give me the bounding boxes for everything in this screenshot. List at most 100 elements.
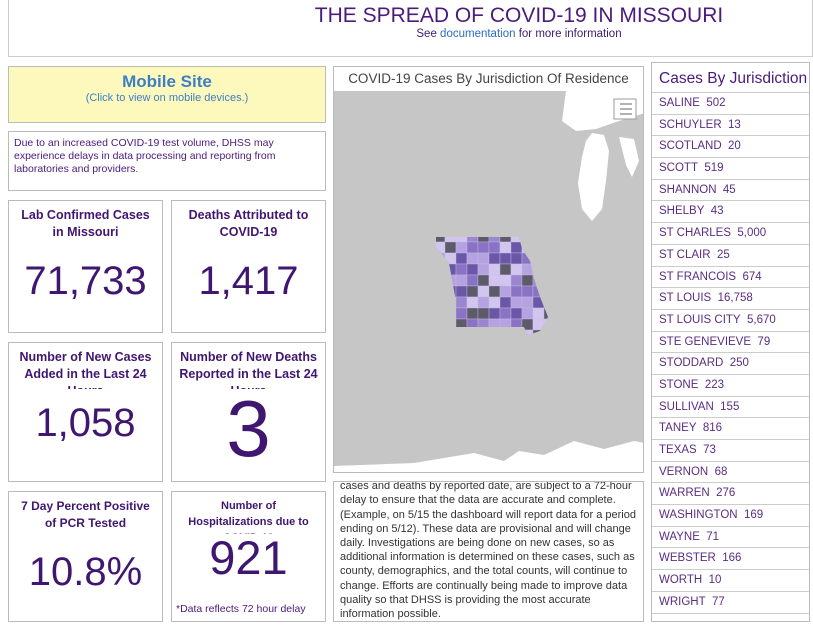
- county-count: 223: [704, 378, 724, 391]
- county: [477, 274, 490, 287]
- county: [510, 307, 523, 320]
- county-name: TEXAS: [659, 444, 697, 456]
- county: [532, 307, 545, 320]
- county: [510, 252, 523, 265]
- card-value: 71,733: [24, 259, 147, 303]
- county-name: SCOTT: [659, 162, 698, 175]
- card-label: Lab Confirmed Cases in Missouri: [21, 208, 150, 239]
- list-item: SULLIVAN 155: [652, 397, 809, 419]
- list-item: STODDARD 250: [652, 353, 809, 375]
- county-name: VERNON: [659, 465, 709, 478]
- card-value: 921: [209, 531, 288, 584]
- county-count: 20: [728, 140, 741, 153]
- list-item: SHELBY 43: [652, 201, 809, 224]
- county-name: STE GENEVIEVE: [659, 335, 752, 348]
- county: [444, 241, 457, 254]
- lake-michigan: [578, 133, 609, 221]
- list-item: SCOTLAND 20: [652, 136, 809, 159]
- county: [521, 329, 534, 335]
- list-item: TEXAS 73: [652, 440, 809, 462]
- card-label: Number of New Deaths Reported in the Las…: [179, 350, 318, 389]
- county-count: 68: [714, 465, 728, 478]
- stat-card: Number of New Deaths Reported in the Las…: [171, 342, 326, 482]
- page-title: THE SPREAD OF COVID-19 IN MISSOURI: [314, 4, 724, 27]
- county: [477, 263, 490, 276]
- county: [455, 274, 468, 287]
- card-value: 1,417: [198, 259, 299, 303]
- card-label: Number of Hospitalizations due to COVID-…: [188, 500, 309, 534]
- jurisdiction-list: Cases By Jurisdiction SALINE 502 SCHUYLER…: [651, 62, 810, 622]
- county-name: WAYNE: [659, 530, 700, 543]
- county: [466, 296, 479, 309]
- stat-card: Number of Hospitalizations due to COVID-…: [171, 491, 326, 622]
- list-item: WARREN 276: [652, 483, 809, 506]
- mobile-site[interactable]: Mobile Site (Click to view on mobile dev…: [8, 66, 326, 123]
- county: [488, 307, 501, 320]
- county-count: 13: [728, 118, 741, 131]
- list-item: SCHUYLER 13: [652, 115, 809, 137]
- county-count: 77: [712, 595, 725, 608]
- county: [455, 307, 468, 320]
- county-name: ST CHARLES: [659, 227, 732, 240]
- stat-card: 7 Day Percent Positive of PCR Tested Ind…: [8, 491, 163, 622]
- county-name: SCOTLAND: [659, 140, 722, 153]
- text: See: [416, 28, 437, 40]
- county: [510, 263, 523, 276]
- doc-link[interactable]: documentation: [440, 28, 516, 40]
- map-title: COVID-19 Cases By Jurisdiction Of Reside…: [348, 71, 629, 86]
- county: [466, 274, 479, 287]
- list-title: Cases By Jurisdiction: [652, 63, 809, 93]
- county: [499, 252, 512, 265]
- county: [488, 296, 501, 309]
- county-count: 169: [743, 509, 764, 522]
- county-name: SHELBY: [659, 205, 705, 218]
- county: [499, 285, 512, 298]
- county: [477, 252, 490, 265]
- county-count: 79: [757, 335, 771, 348]
- legend-icon[interactable]: [620, 103, 632, 115]
- county-count: 674: [742, 270, 762, 283]
- list-item: SHANNON 45: [652, 180, 809, 202]
- county: [499, 296, 512, 309]
- county: [466, 252, 479, 265]
- county-count: 5,000: [737, 227, 767, 240]
- list-item: STE GENEVIEVE 79: [652, 332, 809, 354]
- county: [510, 285, 523, 298]
- county-name: WASHINGTON: [659, 509, 738, 522]
- map-notes: Cases by report date include newly repor…: [333, 481, 644, 622]
- county: [521, 274, 534, 287]
- county-count: 10: [708, 574, 722, 587]
- mobile-title[interactable]: Mobile Site: [122, 72, 212, 91]
- county-count: 73: [703, 444, 716, 456]
- county: [499, 241, 512, 254]
- county: [488, 252, 501, 265]
- list-item: ST FRANCOIS 674: [652, 267, 809, 289]
- county: [466, 307, 479, 320]
- county: [543, 307, 548, 320]
- county-count: 502: [706, 97, 726, 109]
- county-name: SALINE: [659, 97, 700, 109]
- mobile-subtitle[interactable]: (Click to view on mobile devices.): [85, 92, 249, 104]
- header: THE SPREAD OF COVID-19 IN MISSOURI See d…: [8, 0, 813, 57]
- county-count: 166: [722, 552, 742, 565]
- county: [510, 274, 523, 287]
- county: [510, 241, 523, 254]
- county-name: TANEY: [659, 422, 697, 435]
- list-item: WORTH 10: [652, 570, 809, 592]
- county-name: SCHUYLER: [659, 118, 722, 131]
- notice: Due to an increased COVID-19 test volume…: [8, 131, 326, 191]
- county: [510, 296, 523, 309]
- stat-card: Number of New Cases Added in the Last 24…: [8, 342, 163, 482]
- county: [455, 252, 468, 265]
- county: [477, 241, 490, 254]
- county-count: 250: [729, 357, 749, 370]
- county-count: 71: [706, 530, 720, 543]
- list-item: WEBSTER 166: [652, 548, 809, 571]
- county: [488, 263, 501, 276]
- notes-text: Cases by report date include newly repor…: [340, 481, 636, 621]
- county-name: WEBSTER: [659, 552, 716, 565]
- gulf: [334, 441, 643, 472]
- list-item: ST CLAIR 25: [652, 245, 809, 267]
- list-items: SALINE 502 SCHUYLER 13 SCOTLAND 20 SCOTT 51…: [652, 93, 809, 614]
